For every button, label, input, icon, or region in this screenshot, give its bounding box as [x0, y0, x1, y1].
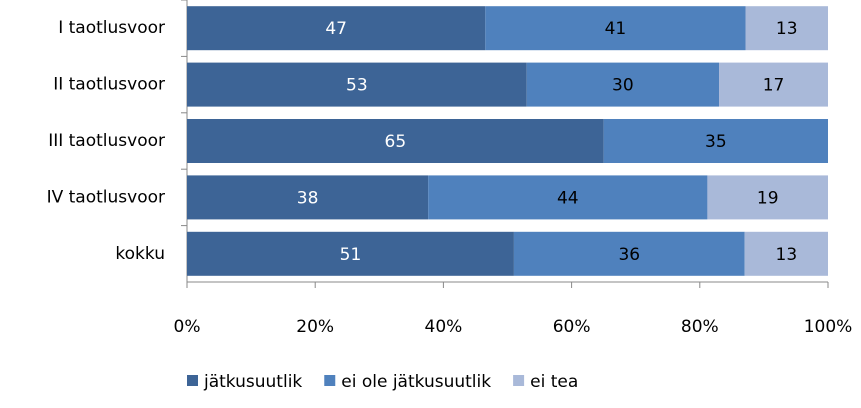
y-tick-label: kokku — [115, 244, 165, 264]
x-tick-label: 20% — [296, 317, 334, 337]
legend-swatch — [187, 375, 198, 386]
legend-label: ei ole jätkusuutlik — [341, 372, 491, 392]
bar-segment — [744, 231, 828, 276]
data-label: 36 — [618, 245, 640, 265]
bar-segment — [603, 119, 828, 163]
bar-segment — [187, 231, 514, 276]
x-tick-label: 80% — [681, 317, 719, 337]
x-tick-label: 40% — [425, 317, 463, 337]
data-label: 44 — [557, 188, 579, 208]
bar-segment — [513, 231, 745, 276]
x-tick-label: 100% — [804, 317, 853, 337]
x-tick-label: 60% — [553, 317, 591, 337]
data-label: 51 — [340, 245, 362, 265]
data-label: 13 — [776, 19, 798, 39]
legend-swatch — [324, 375, 336, 386]
x-tick-label: 0% — [174, 317, 201, 337]
bar-segment — [485, 6, 746, 51]
bar-segment — [187, 6, 486, 51]
bar-segment — [745, 6, 828, 51]
data-label: 30 — [612, 76, 634, 96]
y-tick-label: I taotlusvoor — [58, 18, 165, 38]
data-label: 65 — [385, 132, 407, 152]
y-tick-label: IV taotlusvoor — [47, 187, 165, 207]
bar-segment — [719, 62, 828, 107]
bar-segment — [187, 175, 429, 220]
data-label: 53 — [346, 76, 368, 96]
data-label: 47 — [325, 19, 347, 39]
y-tick-label: II taotlusvoor — [53, 75, 165, 95]
data-label: 17 — [763, 76, 785, 96]
data-label: 41 — [605, 19, 627, 39]
bar-segment — [187, 119, 604, 163]
data-label: 19 — [757, 188, 779, 208]
data-label: 38 — [297, 188, 319, 208]
bar-segment — [187, 62, 527, 107]
bar-segment — [707, 175, 828, 220]
legend-label: ei tea — [530, 372, 578, 392]
bar-segment — [428, 175, 708, 220]
y-tick-label: III taotlusvoor — [48, 131, 165, 151]
bar-segment — [526, 62, 720, 107]
data-label: 13 — [776, 245, 798, 265]
legend-swatch — [513, 375, 525, 386]
data-label: 35 — [705, 132, 727, 152]
legend-label: jätkusuutlik — [203, 372, 302, 392]
